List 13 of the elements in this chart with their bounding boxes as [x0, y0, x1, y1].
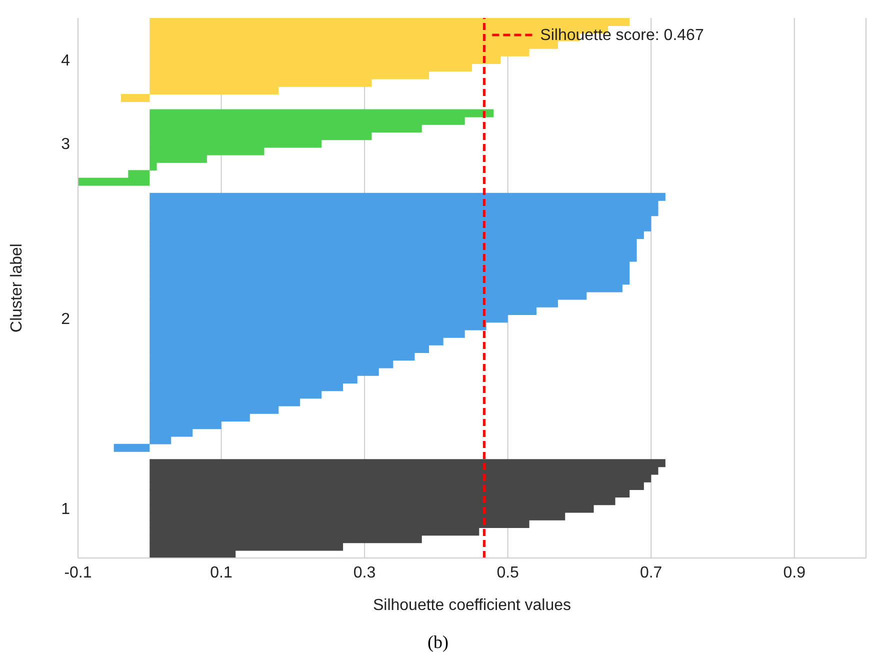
x-tick-label: -0.1: [64, 564, 92, 582]
x-tick-label: 0.7: [640, 564, 662, 582]
x-tick-label: 0.9: [783, 564, 806, 582]
y-tick-label: 4: [61, 52, 70, 70]
x-tick-label: 0.5: [496, 564, 520, 582]
x-tick-label: 0.1: [210, 564, 232, 582]
y-tick-label: 2: [61, 311, 70, 328]
y-tick-label: 1: [61, 501, 70, 518]
x-axis-title: Silhouette coefficient values: [372, 597, 572, 614]
y-tick-label: 3: [61, 136, 70, 154]
y-axis-title: Cluster label: [8, 244, 26, 332]
text: (b): [426, 632, 450, 653]
x-tick-label: 0.3: [353, 564, 376, 582]
